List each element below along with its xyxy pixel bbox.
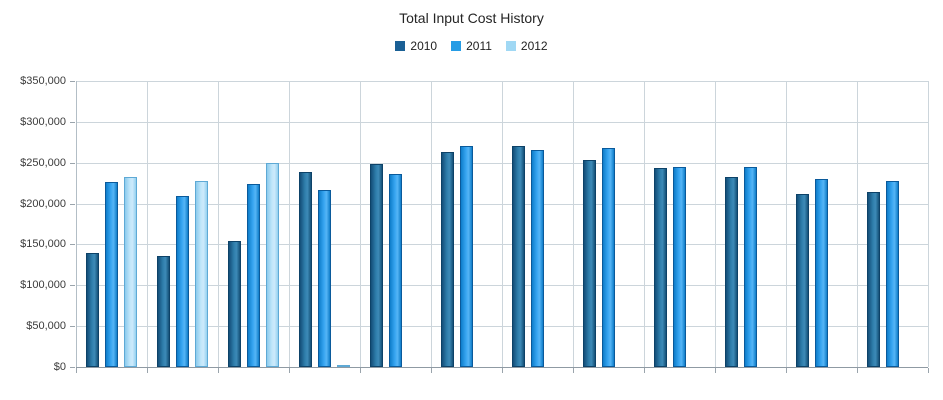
y-tick-mark xyxy=(70,244,75,245)
x-tick-mark xyxy=(715,368,716,373)
y-tick-label: $300,000 xyxy=(20,116,66,128)
y-tick-mark xyxy=(70,81,75,82)
x-tick-mark xyxy=(502,368,503,373)
plot-area xyxy=(70,81,929,373)
x-tick-mark xyxy=(289,368,290,373)
legend-swatch-icon xyxy=(505,41,516,51)
x-tick-mark xyxy=(857,368,858,373)
bar-2010-group1 xyxy=(86,253,99,367)
v-gridline xyxy=(431,81,432,367)
x-tick-mark xyxy=(218,368,219,373)
legend-swatch-icon xyxy=(395,41,406,51)
legend-item-2011: 2011 xyxy=(451,39,492,53)
bar-2010-group8 xyxy=(583,160,596,367)
legend-label: 2011 xyxy=(466,39,492,53)
v-gridline xyxy=(502,81,503,367)
chart-legend: 2010 2011 2012 xyxy=(0,38,943,54)
bar-2010-group3 xyxy=(228,241,241,367)
bar-2011-group5 xyxy=(389,174,402,367)
chart-title: Total Input Cost History xyxy=(399,10,544,26)
y-tick-label: $250,000 xyxy=(20,157,66,169)
x-tick-mark xyxy=(76,368,77,373)
x-tick-mark xyxy=(928,368,929,373)
v-gridline xyxy=(786,81,787,367)
bar-2010-group11 xyxy=(796,194,809,367)
y-tick-label: $200,000 xyxy=(20,198,66,210)
x-tick-mark xyxy=(431,368,432,373)
legend-item-2010: 2010 xyxy=(395,39,437,53)
bar-2012-group2 xyxy=(195,181,208,367)
bar-2010-group7 xyxy=(512,146,525,367)
bar-2010-group5 xyxy=(370,164,383,367)
legend-label: 2012 xyxy=(520,39,548,53)
bar-2011-group4 xyxy=(318,190,331,367)
y-tick-label: $350,000 xyxy=(20,75,66,87)
bar-2010-group2 xyxy=(157,256,170,367)
y-tick-mark xyxy=(70,204,75,205)
legend-swatch-icon xyxy=(451,41,462,51)
bar-2010-group4 xyxy=(299,172,312,367)
bar-2011-group9 xyxy=(673,167,686,367)
bar-2011-group8 xyxy=(602,148,615,367)
x-tick-mark xyxy=(360,368,361,373)
y-axis-line xyxy=(76,81,77,367)
x-tick-mark xyxy=(147,368,148,373)
legend-label: 2010 xyxy=(410,39,438,53)
y-tick-label: $150,000 xyxy=(20,238,66,250)
y-tick-mark xyxy=(70,326,75,327)
bar-2010-group10 xyxy=(725,177,738,367)
y-tick-label: $100,000 xyxy=(20,279,66,291)
x-tick-mark xyxy=(573,368,574,373)
v-gridline xyxy=(289,81,290,367)
v-gridline xyxy=(360,81,361,367)
y-tick-label: $50,000 xyxy=(26,320,66,332)
v-gridline xyxy=(715,81,716,367)
bar-2011-group2 xyxy=(176,196,189,367)
x-tick-mark xyxy=(786,368,787,373)
v-gridline xyxy=(147,81,148,367)
y-tick-mark xyxy=(70,367,75,368)
y-tick-mark xyxy=(70,163,75,164)
bar-2012-group4 xyxy=(337,365,350,367)
bar-2010-group12 xyxy=(867,192,880,367)
bar-2011-group1 xyxy=(105,182,118,367)
v-gridline xyxy=(573,81,574,367)
legend-item-2012: 2012 xyxy=(505,39,548,53)
v-gridline xyxy=(218,81,219,367)
bar-2010-group9 xyxy=(654,168,667,367)
y-tick-mark xyxy=(70,285,75,286)
bar-2011-group10 xyxy=(744,167,757,367)
x-axis-line xyxy=(76,367,928,368)
bar-2010-group6 xyxy=(441,152,454,367)
bar-2011-group7 xyxy=(531,150,544,367)
y-tick-mark xyxy=(70,122,75,123)
y-tick-label: $0 xyxy=(53,361,66,373)
bar-2011-group3 xyxy=(247,184,260,367)
v-gridline xyxy=(928,81,929,367)
v-gridline xyxy=(857,81,858,367)
bar-2011-group12 xyxy=(886,181,899,367)
bar-2012-group1 xyxy=(124,177,137,367)
v-gridline xyxy=(644,81,645,367)
bar-2011-group6 xyxy=(460,146,473,367)
x-tick-mark xyxy=(644,368,645,373)
bar-2011-group11 xyxy=(815,179,828,367)
bar-2012-group3 xyxy=(266,163,279,367)
